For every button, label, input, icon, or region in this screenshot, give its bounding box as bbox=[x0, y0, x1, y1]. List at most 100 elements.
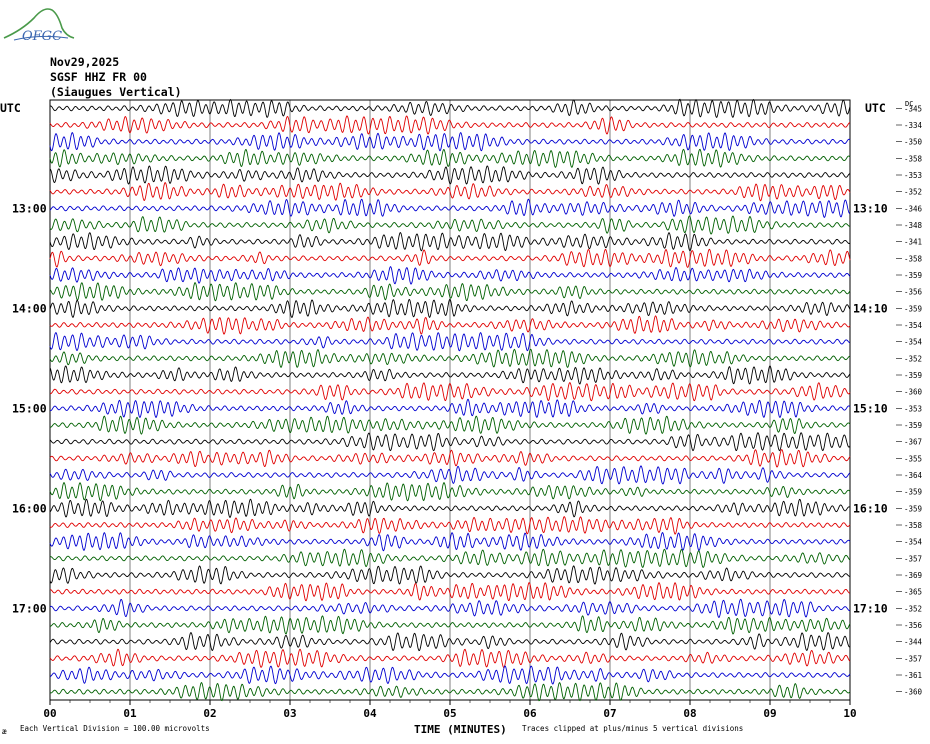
dc-offset-label: -341 bbox=[904, 238, 922, 247]
trace-line bbox=[49, 115, 851, 135]
trace-line bbox=[49, 215, 851, 235]
scale-note: Each Vertical Division = 100.00 microvol… bbox=[20, 724, 210, 733]
x-tick-label: 10 bbox=[843, 707, 856, 720]
dc-offset-label: -354 bbox=[904, 338, 923, 347]
dc-offset-label: -352 bbox=[904, 604, 922, 613]
dc-offset-label: -346 bbox=[904, 204, 923, 213]
trace-line bbox=[49, 198, 851, 218]
trace-line bbox=[49, 315, 851, 335]
x-tick-label: 02 bbox=[203, 707, 216, 720]
x-tick-label: 08 bbox=[683, 707, 696, 720]
trace-line bbox=[49, 631, 851, 652]
trace-line bbox=[49, 382, 851, 402]
trace-line bbox=[49, 565, 851, 585]
trace-line bbox=[49, 449, 851, 468]
dc-offset-label: -360 bbox=[904, 688, 923, 697]
trace-line bbox=[49, 98, 851, 118]
dc-offset-label: -345 bbox=[904, 104, 922, 113]
x-tick-label: 07 bbox=[603, 707, 616, 720]
x-tick-label: 04 bbox=[363, 707, 377, 720]
dc-offset-label: -357 bbox=[904, 554, 922, 563]
trace-line bbox=[49, 248, 851, 268]
right-time-label: 14:10 bbox=[853, 301, 888, 315]
x-tick-label: 00 bbox=[43, 707, 56, 720]
dc-offset-label: -361 bbox=[904, 671, 922, 680]
dc-offset-label: -350 bbox=[904, 138, 923, 147]
dc-offset-label: -364 bbox=[904, 471, 923, 480]
trace-line bbox=[49, 282, 851, 302]
dc-offset-label: -334 bbox=[904, 121, 923, 130]
dc-offset-label: -359 bbox=[904, 304, 922, 313]
trace-line bbox=[49, 348, 851, 369]
dc-offset-label: -353 bbox=[904, 171, 922, 180]
x-tick-label: 06 bbox=[523, 707, 537, 720]
x-tick-label: 05 bbox=[443, 707, 456, 720]
site-label: (Siaugues Vertical) bbox=[50, 85, 182, 99]
left-time-label: 16:00 bbox=[12, 501, 47, 515]
station-label: SGSF HHZ FR 00 bbox=[50, 70, 147, 84]
trace-line bbox=[49, 465, 851, 485]
trace-line bbox=[49, 231, 851, 252]
dc-offset-label: -360 bbox=[904, 388, 923, 397]
trace-line bbox=[49, 648, 851, 668]
dc-label: DC bbox=[905, 100, 913, 108]
dc-offset-label: -352 bbox=[904, 354, 922, 363]
dc-offset-label: -358 bbox=[904, 154, 923, 163]
dc-offset-label: -367 bbox=[904, 438, 922, 447]
trace-line bbox=[49, 298, 851, 318]
right-time-label: 17:10 bbox=[853, 601, 888, 615]
dc-offset-label: -356 bbox=[904, 621, 923, 630]
dc-offset-label: -356 bbox=[904, 288, 923, 297]
right-time-label: 13:10 bbox=[853, 201, 888, 215]
trace-line bbox=[49, 182, 851, 202]
dc-offset-label: -359 bbox=[904, 371, 922, 380]
trace-line bbox=[49, 266, 851, 285]
left-time-label: 15:00 bbox=[12, 401, 47, 415]
dc-offset-label: -359 bbox=[904, 504, 922, 513]
dc-offset-label: -357 bbox=[904, 654, 922, 663]
trace-line bbox=[49, 598, 851, 618]
x-tick-label: 03 bbox=[283, 707, 296, 720]
date-label: Nov29,2025 bbox=[50, 55, 120, 69]
trace-line bbox=[49, 481, 851, 502]
trace-line bbox=[49, 332, 851, 352]
dc-offset-label: -354 bbox=[904, 538, 923, 547]
left-time-label: 14:00 bbox=[12, 301, 47, 315]
trace-line bbox=[49, 365, 851, 385]
dc-offset-label: -359 bbox=[904, 488, 922, 497]
dc-offset-label: -359 bbox=[904, 271, 922, 280]
trace-line bbox=[49, 148, 851, 168]
x-tick-label: 09 bbox=[763, 707, 776, 720]
trace-line bbox=[49, 548, 851, 568]
right-time-label: 15:10 bbox=[853, 401, 888, 415]
trace-line bbox=[49, 615, 851, 635]
x-tick-label: 01 bbox=[123, 707, 137, 720]
trace-line bbox=[49, 165, 851, 185]
right-time-label: 16:10 bbox=[853, 501, 888, 515]
x-axis-label: TIME (MINUTES) bbox=[414, 723, 507, 736]
dc-offset-label: -358 bbox=[904, 521, 923, 530]
dc-offset-label: -358 bbox=[904, 254, 923, 263]
trace-line bbox=[49, 415, 851, 435]
trace-line bbox=[49, 498, 851, 519]
utc-left-label: UTC bbox=[0, 101, 21, 115]
dc-offset-label: -344 bbox=[904, 638, 923, 647]
axis-labels: 00 01 02 03 04 05 06 07 08 09 10 -345 -334 -350 -358 -3… bbox=[12, 104, 923, 720]
dc-offset-label: -348 bbox=[904, 221, 923, 230]
trace-line bbox=[49, 681, 851, 702]
seismic-traces bbox=[49, 98, 851, 702]
trace-line bbox=[49, 581, 851, 602]
trace-line bbox=[49, 398, 851, 419]
trace-line bbox=[49, 665, 851, 685]
trace-line bbox=[49, 531, 851, 552]
dc-offset-label: -359 bbox=[904, 421, 922, 430]
ofgc-logo: OFGC bbox=[3, 8, 75, 44]
left-time-label: 17:00 bbox=[12, 601, 47, 615]
dc-offset-label: -369 bbox=[904, 571, 922, 580]
dc-offset-label: -365 bbox=[904, 588, 922, 597]
trace-line bbox=[49, 516, 851, 535]
corner-mark: æ bbox=[2, 727, 7, 736]
dc-offset-label: -352 bbox=[904, 188, 922, 197]
dc-offset-label: -353 bbox=[904, 404, 922, 413]
left-time-label: 13:00 bbox=[12, 201, 47, 215]
